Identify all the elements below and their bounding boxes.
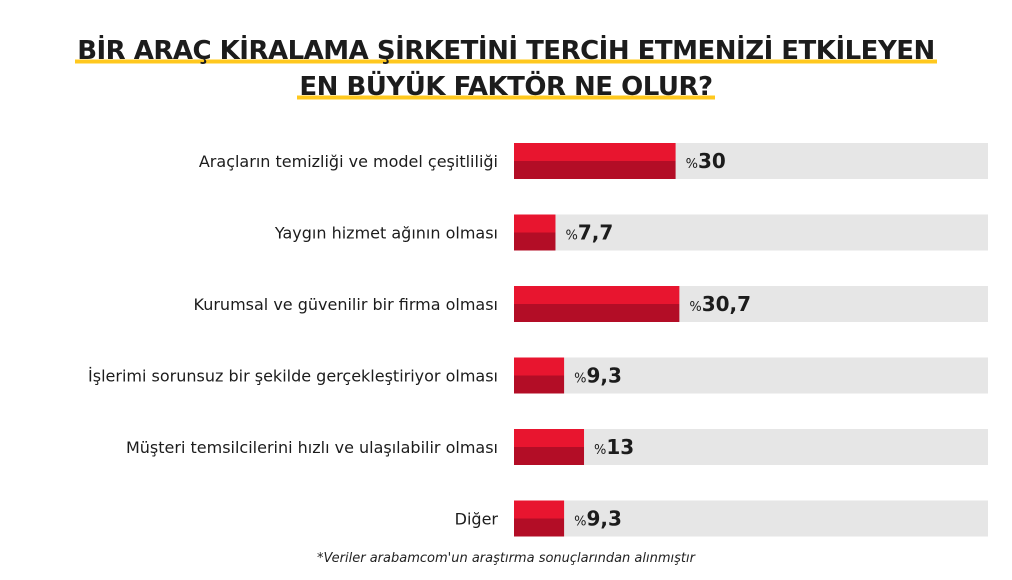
chart-title-text-1: BİR ARAÇ KİRALAMA ŞİRKETİNİ TERCİH ETMEN… [75, 36, 937, 66]
bar-track [514, 214, 988, 251]
category-label: Araçların temizliği ve model çeşitliliği [199, 152, 498, 171]
bar-bottom-half [514, 304, 680, 322]
bar-top-half [514, 286, 680, 304]
category-label: Müşteri temsilcilerini hızlı ve ulaşılab… [126, 438, 498, 457]
bar-chart: Araçların temizliği ve model çeşitliliği… [88, 143, 988, 537]
bar-bottom-half [514, 518, 565, 537]
value-label: %30 [686, 149, 726, 173]
value-label: %7,7 [565, 221, 613, 245]
bar-bottom-half [514, 161, 676, 179]
chart-title-line-1: BİR ARAÇ KİRALAMA ŞİRKETİNİ TERCİH ETMEN… [0, 34, 1012, 68]
value-label: %9,3 [574, 507, 622, 531]
chart-title-text-2: EN BÜYÜK FAKTÖR NE OLUR? [297, 72, 715, 102]
category-label: Diğer [455, 510, 499, 529]
bar-track [514, 357, 988, 394]
footnote: *Veriler arabamcom'un araştırma sonuçlar… [317, 551, 695, 566]
bar-bottom-half [514, 447, 585, 465]
chart-title-line-2: EN BÜYÜK FAKTÖR NE OLUR? [0, 70, 1012, 104]
category-label: Kurumsal ve güvenilir bir firma olması [194, 295, 498, 314]
bar-top-half [514, 143, 676, 161]
value-label: %30,7 [689, 292, 751, 316]
bar-track [514, 500, 988, 537]
bar-bottom-half [514, 232, 556, 251]
bar-top-half [514, 214, 556, 233]
category-label: Yaygın hizmet ağının olması [274, 224, 498, 243]
value-label: %9,3 [574, 364, 622, 388]
bar-track [514, 429, 988, 465]
bar-top-half [514, 357, 565, 376]
category-label: İşlerimi sorunsuz bir şekilde gerçekleşt… [88, 367, 498, 386]
value-label: %13 [594, 435, 634, 459]
bar-top-half [514, 500, 565, 519]
bar-top-half [514, 429, 585, 447]
bar-bottom-half [514, 375, 565, 394]
